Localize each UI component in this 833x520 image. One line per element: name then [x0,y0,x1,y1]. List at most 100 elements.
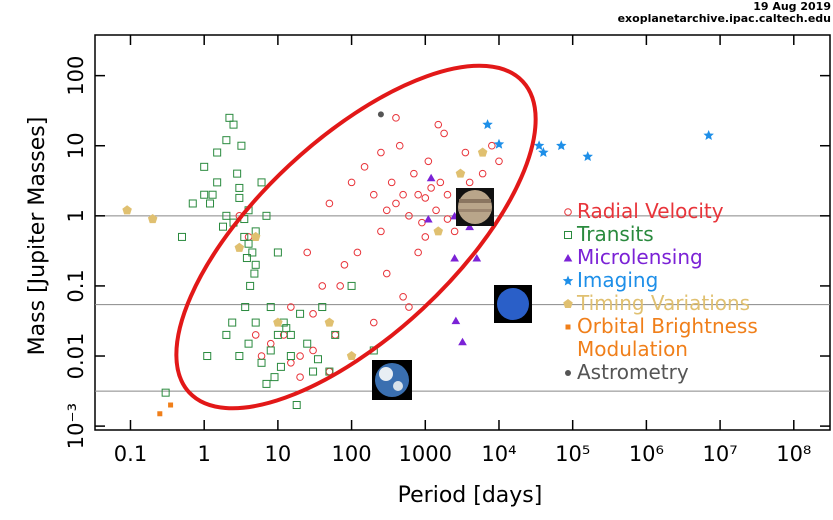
point [433,226,444,236]
point [538,147,549,157]
point [450,254,459,262]
point [424,157,433,166]
point [450,227,459,236]
point [565,324,571,330]
plot-frame [94,34,831,431]
point [482,119,493,130]
point [563,254,573,262]
legend-label: Transits [577,222,654,246]
point [399,292,407,301]
point [147,214,158,224]
x-axis-label: Period [days] [398,483,543,508]
point [168,402,174,408]
point [213,148,222,157]
point [240,232,249,241]
point [377,111,384,118]
point [200,190,209,199]
point [296,352,304,360]
y-tick-label: 10 [64,132,88,159]
point [276,362,285,371]
y-tick-label: 1 [64,209,88,222]
point [234,242,245,252]
y-tick-label: 100 [64,56,88,96]
highlight-ellipse [174,63,538,411]
point [266,303,275,312]
point [303,339,312,348]
legend-marker [565,370,571,376]
point [273,248,282,257]
point [440,129,448,138]
point [273,330,282,339]
point [233,169,242,178]
point [533,140,545,151]
point [369,318,378,327]
point [257,352,266,360]
point [235,352,244,361]
point [392,114,400,122]
point [222,330,231,339]
point [257,358,266,367]
point [262,211,271,220]
legend-label: Timing Variations [577,291,751,315]
point [427,184,435,192]
point [251,260,260,269]
jupiter-icon [456,188,494,226]
point [395,141,404,150]
point [443,190,452,199]
point [347,178,356,187]
x-tick-label: 10⁵ [555,442,590,466]
legend-marker [562,275,574,286]
point [421,233,430,241]
x-tick-label: 100 [332,442,372,466]
point [377,148,385,157]
point [286,352,295,361]
point [477,147,488,157]
point [287,303,295,311]
legend-label: Microlensing [577,245,703,269]
point [488,141,496,150]
legend-label: Astrometry [577,360,689,384]
point [296,373,304,381]
point [324,317,335,327]
y-tick-label: 10⁻³ [64,403,88,449]
point [122,205,132,215]
point [405,303,413,311]
point [703,129,714,140]
legend-entry: Orbital Brightness Modulation [562,315,830,361]
legend-entry: Astrometry [562,361,830,384]
point [313,355,322,364]
point [556,140,567,151]
x-tick-label: 1 [197,442,210,466]
point [331,331,340,339]
point [387,178,396,187]
legend-label: Radial Velocity [577,199,724,223]
point [432,206,440,215]
point [325,367,334,376]
point [382,269,391,278]
x-tick-label: 10⁸ [776,442,811,466]
point [273,317,283,327]
legend-entry: Timing Variations [562,292,830,315]
point [353,248,362,257]
point [200,162,209,171]
point [251,318,260,327]
legend-entry: Radial Velocity [562,200,830,223]
point [270,373,279,382]
source-note: exoplanetarchive.ipac.caltech.edu [618,12,831,25]
point [242,254,251,263]
point [225,113,234,122]
point [421,194,430,202]
point [228,318,237,327]
point [424,215,433,223]
point [286,330,295,339]
point [458,337,467,346]
legend-marker [563,254,573,262]
point [309,310,317,318]
point [465,222,474,231]
point [563,299,573,309]
point [237,141,246,150]
point [346,351,357,361]
point [309,346,317,355]
point [235,183,244,192]
point [382,206,391,215]
